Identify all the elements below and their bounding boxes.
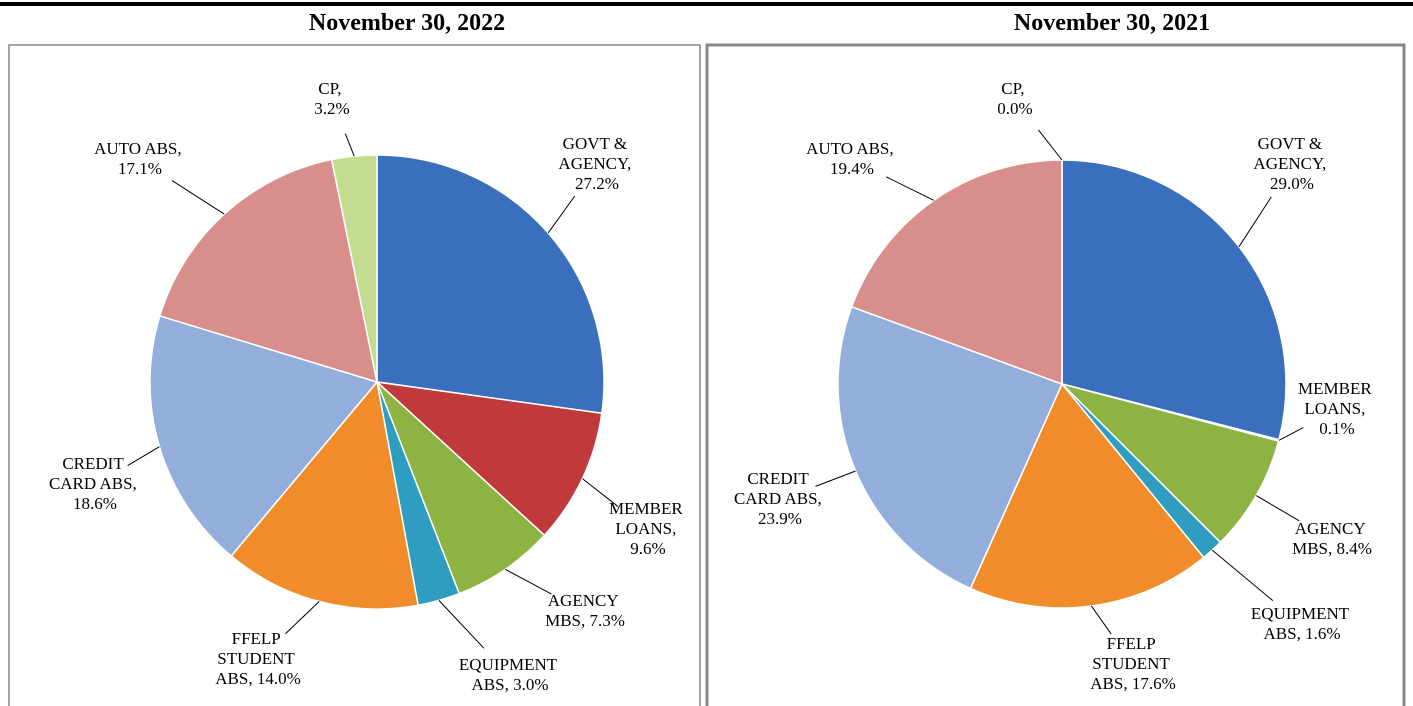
label-line: MEMBER bbox=[1298, 379, 1376, 398]
label-line: CREDIT bbox=[62, 454, 127, 473]
label-line: CARD ABS, bbox=[49, 474, 141, 493]
data-label: GOVT & AGENCY, 27.2% bbox=[558, 134, 635, 193]
data-label: FFELP STUDENT ABS, 14.0% bbox=[215, 629, 300, 688]
label-line: CP, bbox=[318, 79, 345, 98]
label-line: AUTO ABS, bbox=[806, 139, 898, 158]
leader-line bbox=[285, 601, 320, 635]
label-line: STUDENT bbox=[217, 649, 298, 668]
pie-slice bbox=[330, 154, 378, 383]
leader-line bbox=[504, 568, 552, 595]
label-line: AUTO ABS, bbox=[94, 139, 186, 158]
label-line: AGENCY bbox=[1295, 519, 1369, 538]
data-label: GOVT & AGENCY, 29.0% bbox=[1253, 134, 1330, 193]
pie-slice bbox=[850, 159, 1063, 386]
leader-line bbox=[1038, 129, 1063, 161]
label-line: CREDIT bbox=[747, 469, 812, 488]
label-line: EQUIPMENT bbox=[1251, 604, 1353, 623]
pie-slice bbox=[837, 305, 1064, 590]
label-line: 9.6% bbox=[630, 539, 665, 558]
label-line: ABS, 3.0% bbox=[472, 675, 549, 694]
label-line: 3.2% bbox=[314, 99, 349, 118]
leader-line bbox=[127, 446, 160, 467]
data-label: CREDIT CARD ABS, 18.6% bbox=[49, 454, 141, 513]
label-line: STUDENT bbox=[1092, 654, 1173, 673]
label-line: 29.0% bbox=[1270, 174, 1314, 193]
data-label: EQUIPMENT ABS, 3.0% bbox=[459, 655, 561, 694]
top-rule bbox=[0, 2, 1413, 6]
leader-line bbox=[1255, 495, 1300, 522]
label-line: LOANS, bbox=[615, 519, 680, 538]
label-line: 27.2% bbox=[575, 174, 619, 193]
leader-line bbox=[1278, 427, 1304, 441]
label-line: AGENCY, bbox=[558, 154, 635, 173]
data-label: MEMBER LOANS, 9.6% bbox=[609, 499, 687, 558]
label-line: CARD ABS, bbox=[734, 489, 826, 508]
label-line: FFELP bbox=[1107, 634, 1160, 653]
chart-title: November 30, 2021 bbox=[1014, 10, 1210, 36]
leader-line bbox=[344, 133, 355, 157]
data-label: CP, 0.0% bbox=[997, 79, 1032, 118]
label-line: 23.9% bbox=[758, 509, 802, 528]
data-label: CREDIT CARD ABS, 23.9% bbox=[734, 469, 826, 528]
pie-slice bbox=[1061, 159, 1287, 441]
leader-line bbox=[438, 600, 485, 649]
data-label: CP, 3.2% bbox=[314, 79, 349, 118]
chart-frame bbox=[705, 43, 1406, 706]
label-line: AGENCY, bbox=[1253, 154, 1330, 173]
leader-line bbox=[1238, 196, 1272, 247]
data-label: EQUIPMENT ABS, 1.6% bbox=[1251, 604, 1353, 643]
label-line: EQUIPMENT bbox=[459, 655, 561, 674]
leader-line bbox=[547, 195, 576, 234]
label-line: ABS, 14.0% bbox=[215, 669, 300, 688]
label-line: ABS, 1.6% bbox=[1264, 624, 1341, 643]
label-line: MBS, 8.4% bbox=[1292, 539, 1372, 558]
pie-slice bbox=[230, 380, 420, 610]
data-label: MEMBER LOANS, 0.1% bbox=[1298, 379, 1376, 438]
label-line: LOANS, bbox=[1304, 399, 1369, 418]
chart-title: November 30, 2022 bbox=[309, 10, 505, 36]
leader-line bbox=[885, 176, 934, 201]
data-label: AUTO ABS, 17.1% bbox=[94, 139, 186, 178]
leader-line bbox=[815, 470, 856, 487]
label-line: 18.6% bbox=[73, 494, 117, 513]
label-line: ABS, 17.6% bbox=[1090, 674, 1175, 693]
pie-slice bbox=[376, 381, 546, 595]
label-line: 17.1% bbox=[118, 159, 162, 178]
leader-line bbox=[582, 478, 619, 507]
label-line: MBS, 7.3% bbox=[545, 611, 625, 630]
label-line: FFELP bbox=[232, 629, 285, 648]
leader-line bbox=[1091, 605, 1112, 635]
label-line: 19.4% bbox=[830, 159, 874, 178]
pie-slice bbox=[376, 154, 605, 415]
data-label: FFELP STUDENT ABS, 17.6% bbox=[1090, 634, 1175, 693]
data-label: AGENCY MBS, 7.3% bbox=[545, 591, 625, 630]
label-line: AGENCY bbox=[548, 591, 622, 610]
leader-line bbox=[171, 180, 225, 215]
label-line: 0.1% bbox=[1319, 419, 1354, 438]
label-line: GOVT & bbox=[563, 134, 632, 153]
data-label: AGENCY MBS, 8.4% bbox=[1292, 519, 1372, 558]
leader-line bbox=[1211, 549, 1274, 602]
label-line: GOVT & bbox=[1258, 134, 1327, 153]
data-label: AUTO ABS, 19.4% bbox=[806, 139, 898, 178]
label-line: 0.0% bbox=[997, 99, 1032, 118]
chart-frame bbox=[8, 44, 701, 706]
label-line: CP, bbox=[1001, 79, 1028, 98]
pie-slice bbox=[374, 380, 603, 537]
label-line: MEMBER bbox=[609, 499, 687, 518]
